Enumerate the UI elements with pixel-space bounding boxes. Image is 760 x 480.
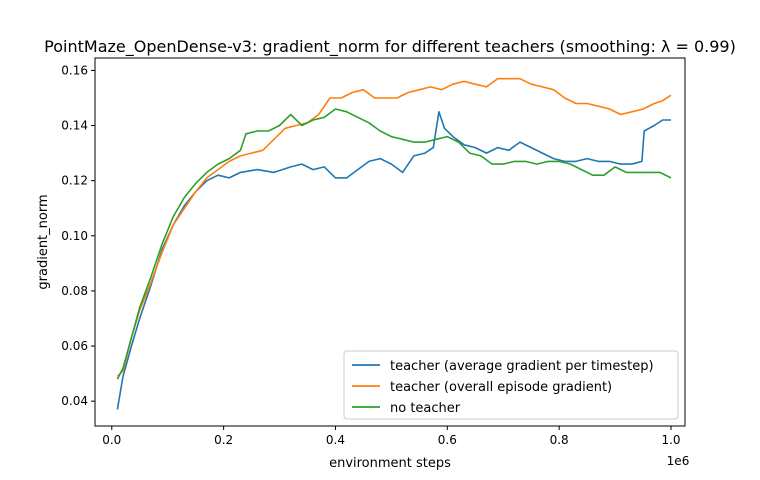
- y-tick-label: 0.06: [61, 339, 88, 353]
- y-axis-label: gradient_norm: [36, 194, 51, 289]
- y-tick-label: 0.04: [61, 394, 88, 408]
- x-tick-label: 0.2: [214, 433, 233, 447]
- x-axis-offset-label: 1e6: [667, 454, 690, 468]
- chart-title: PointMaze_OpenDense-v3: gradient_norm fo…: [44, 37, 736, 57]
- legend: teacher (average gradient per timestep) t…: [343, 350, 679, 420]
- legend-label-teacher-overall-episode-gradient: teacher (overall episode gradient): [390, 380, 612, 395]
- legend-label-teacher-average-gradient-per-timestep: teacher (average gradient per timestep): [390, 359, 654, 374]
- series-line-teacher-average-gradient-per-timestep: [116, 111, 671, 410]
- legend-label-no-teacher: no teacher: [390, 401, 461, 416]
- y-tick-label: 0.10: [61, 229, 88, 243]
- y-tick-label: 0.16: [61, 63, 88, 77]
- x-axis-label: environment steps: [329, 456, 451, 471]
- series-line-teacher-overall-episode-gradient: [116, 77, 672, 377]
- y-axis: 0.04 0.06 0.08 0.10 0.12 0.14 0.16: [61, 63, 95, 408]
- plot-frame: [94, 57, 686, 427]
- legend-box: [343, 350, 679, 420]
- y-tick-label: 0.12: [61, 174, 88, 188]
- x-tick-label: 0.0: [102, 433, 121, 447]
- y-tick-label: 0.08: [61, 284, 88, 298]
- x-tick-label: 1.0: [661, 433, 680, 447]
- x-tick-label: 0.6: [438, 433, 457, 447]
- plot-lines: [116, 77, 672, 410]
- series-line-no-teacher: [116, 108, 672, 380]
- x-tick-label: 0.8: [550, 433, 569, 447]
- y-tick-label: 0.14: [61, 119, 88, 133]
- x-axis: 0.0 0.2 0.4 0.6 0.8 1.0: [102, 426, 681, 447]
- x-tick-label: 0.4: [326, 433, 345, 447]
